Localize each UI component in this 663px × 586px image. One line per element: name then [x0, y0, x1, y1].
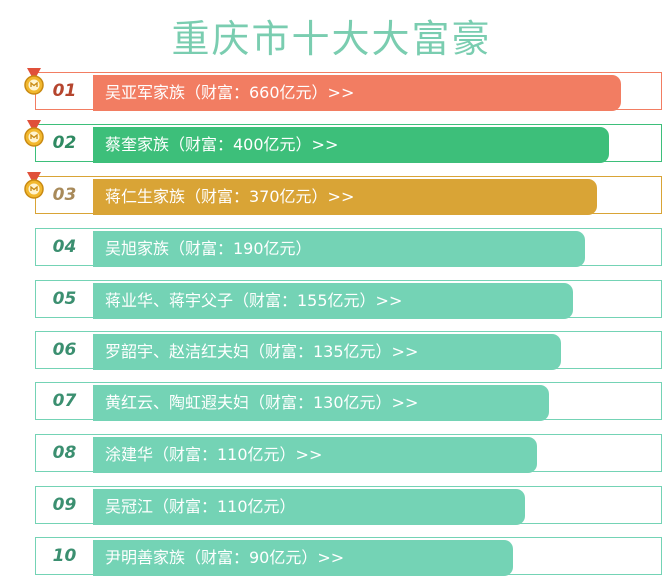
item-bar: 蒋业华、蒋宇父子（财富：155亿元）>>: [93, 283, 573, 319]
rank: 07: [52, 391, 77, 411]
title: 重庆市十大大富豪: [171, 17, 492, 61]
item-bar: 罗韶宇、赵洁红夫妇（财富：135亿元）>>: [93, 334, 561, 370]
item-bar: 黄红云、陶虹遐夫妇（财富：130亿元）>>: [93, 385, 549, 421]
item-bar: 吴亚军家族（财富：660亿元）>>: [93, 75, 621, 111]
rank: 03: [52, 185, 77, 205]
rank: 05: [52, 289, 77, 309]
rank: 06: [52, 340, 77, 360]
rank: 09: [52, 495, 77, 515]
medal-icon: [24, 68, 44, 95]
list-row: 02 蔡奎家族（财富：400亿元）>>: [24, 120, 662, 163]
rank: 02: [52, 133, 77, 153]
rank: 01: [52, 81, 77, 101]
list-row: 05 蒋业华、蒋宇父子（财富：155亿元）>>: [35, 280, 662, 319]
list-row: 07 黄红云、陶虹遐夫妇（财富：130亿元）>>: [35, 382, 662, 421]
list-row: 06 罗韶宇、赵洁红夫妇（财富：135亿元）>>: [35, 331, 662, 370]
item-bar: 蒋仁生家族（财富：370亿元）>>: [93, 179, 597, 215]
list-row: 03 蒋仁生家族（财富：370亿元）>>: [24, 172, 662, 215]
item-bar: 涂建华（财富：110亿元）>>: [93, 437, 537, 473]
list-row: 01 吴亚军家族（财富：660亿元）>>: [24, 68, 662, 111]
rank: 10: [52, 546, 77, 566]
medal-icon: [24, 172, 44, 199]
rank: 04: [52, 237, 77, 257]
list-row: 04 吴旭家族（财富：190亿元）: [35, 228, 662, 267]
list-row: 08 涂建华（财富：110亿元）>>: [35, 434, 662, 473]
rank: 08: [52, 443, 77, 463]
item-bar: 吴冠江（财富：110亿元）: [93, 489, 525, 525]
list-row: 09 吴冠江（财富：110亿元）: [35, 486, 662, 525]
medal-icon: [24, 120, 44, 147]
item-bar: 尹明善家族（财富：90亿元）>>: [93, 540, 513, 576]
item-bar: 吴旭家族（财富：190亿元）: [93, 231, 585, 267]
list-row: 10 尹明善家族（财富：90亿元）>>: [35, 537, 662, 576]
item-bar: 蔡奎家族（财富：400亿元）>>: [93, 127, 609, 163]
